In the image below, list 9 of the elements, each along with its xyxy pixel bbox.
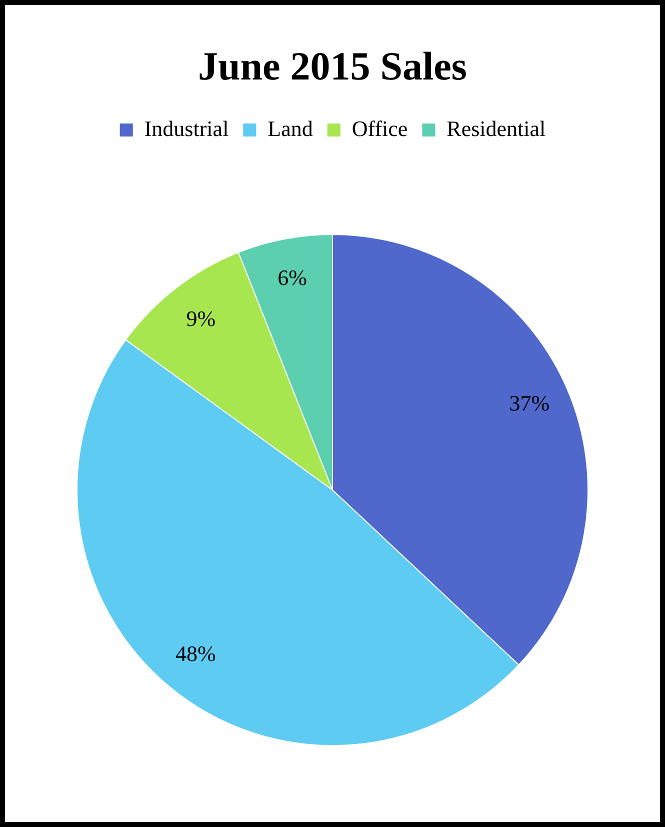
data-label: 6%	[278, 264, 307, 290]
data-label: 9%	[186, 306, 216, 332]
data-label: 48%	[176, 641, 216, 666]
legend-label: Office	[352, 116, 408, 141]
data-label: 37%	[509, 390, 550, 416]
legend-label: Land	[268, 116, 313, 141]
legend-label: Residential	[446, 116, 546, 141]
chart-title: June 2015 Sales	[198, 43, 467, 88]
legend-label: Industrial	[144, 116, 229, 141]
